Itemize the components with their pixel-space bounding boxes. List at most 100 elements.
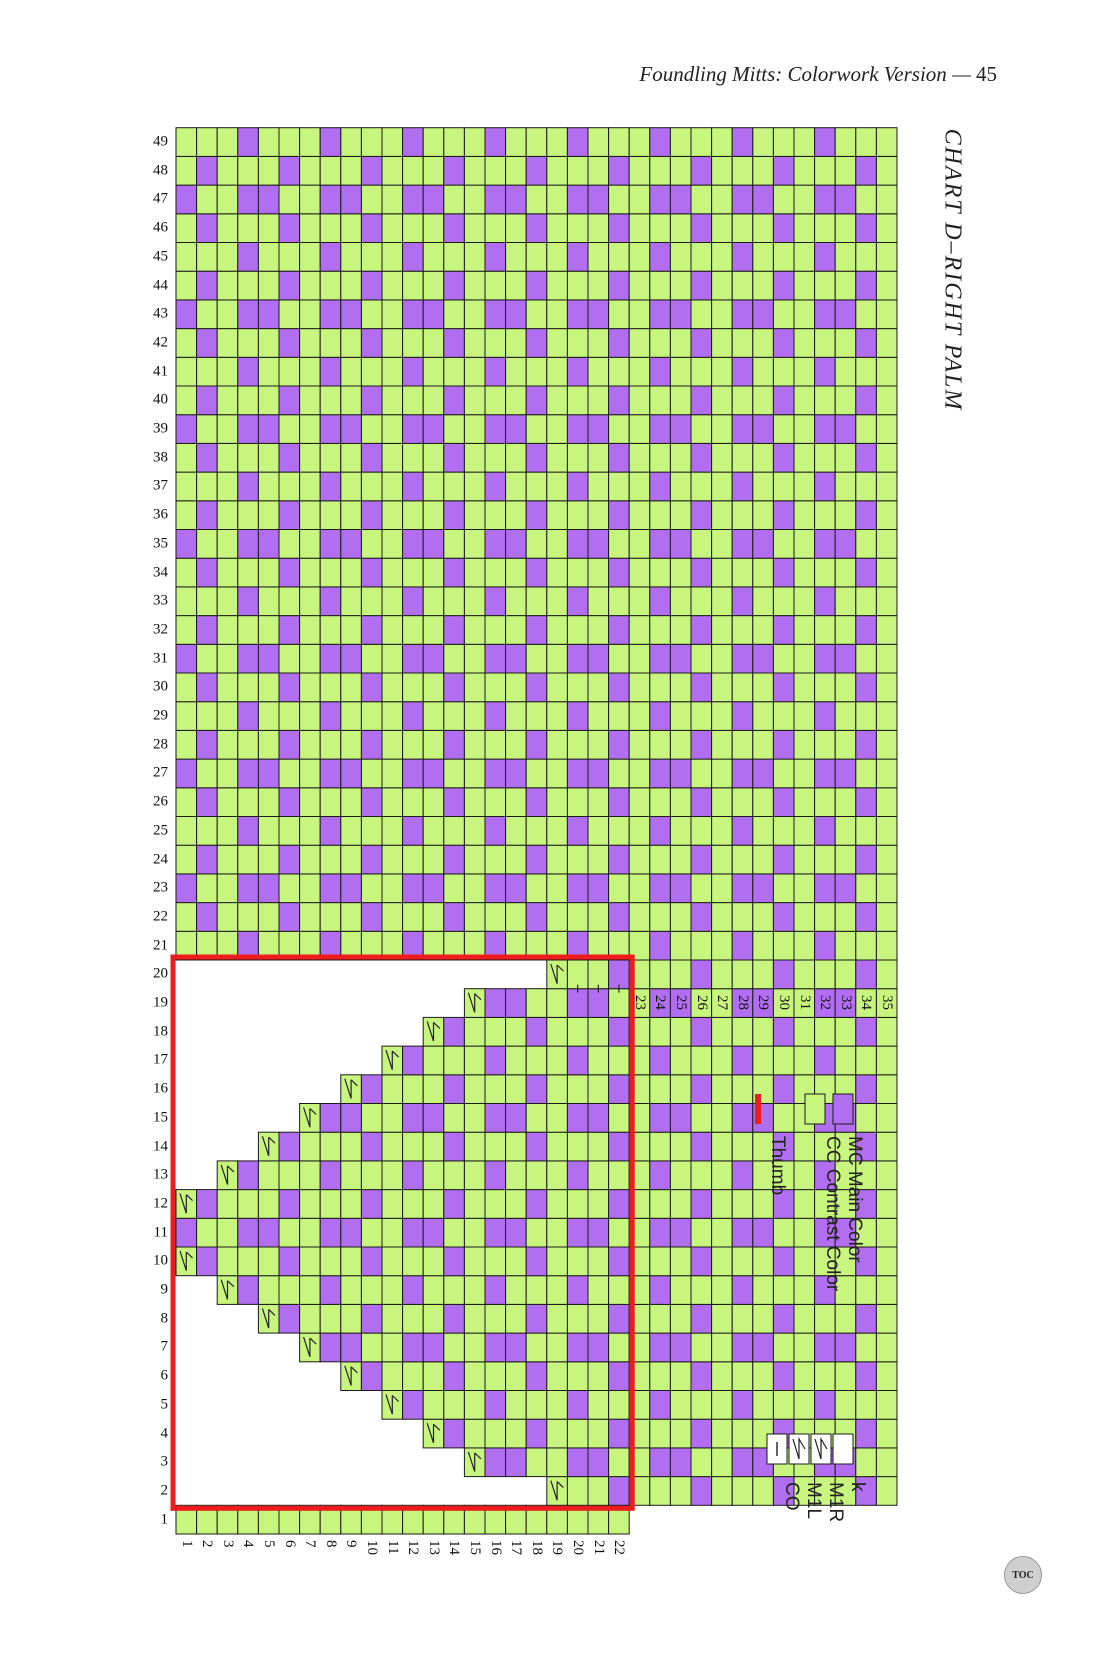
stitch-cell bbox=[319, 873, 342, 904]
stitch-cell bbox=[340, 586, 362, 617]
stitch-cell bbox=[566, 328, 589, 358]
stitch-cell bbox=[608, 1390, 630, 1420]
stitch-cell bbox=[484, 701, 507, 731]
stitch-cell bbox=[443, 1045, 465, 1076]
stitch-cell bbox=[340, 299, 362, 330]
stitch-cell bbox=[175, 557, 198, 588]
stitch-cell bbox=[649, 385, 671, 416]
stitch-cell bbox=[196, 299, 218, 330]
stitch-cell bbox=[299, 299, 321, 330]
stitch-cell bbox=[381, 127, 404, 157]
row-number: 31 bbox=[153, 650, 168, 667]
stitch-cell bbox=[237, 586, 259, 617]
stitch-cell bbox=[463, 586, 486, 617]
stitch-cell bbox=[731, 1217, 754, 1248]
stitch-cell bbox=[443, 1275, 465, 1305]
stitch-cell bbox=[608, 385, 630, 416]
stitch-cell bbox=[422, 557, 445, 588]
stitch-cell bbox=[505, 127, 527, 157]
stitch-cell bbox=[566, 1074, 589, 1105]
stitch-cell bbox=[669, 1217, 692, 1248]
stitch-cell bbox=[875, 816, 898, 846]
stitch-cell bbox=[463, 1160, 486, 1191]
stitch-cell bbox=[360, 787, 383, 817]
stitch-cell bbox=[731, 1246, 754, 1277]
stitch-cell bbox=[566, 1103, 589, 1133]
stitch-cell bbox=[731, 959, 754, 990]
stitch-cell bbox=[875, 1160, 898, 1191]
stitch-cell bbox=[525, 615, 548, 645]
toc-button[interactable]: TOC bbox=[1004, 1556, 1042, 1594]
stitch-cell bbox=[422, 242, 445, 272]
stitch-cell bbox=[711, 270, 733, 301]
stitch-cell bbox=[525, 586, 548, 617]
stitch-cell bbox=[299, 356, 321, 387]
stitch-cell bbox=[422, 155, 445, 186]
stitch-cell bbox=[875, 500, 898, 530]
increase-symbol bbox=[303, 1107, 317, 1128]
stitch-cell bbox=[175, 758, 198, 789]
stitch-cell bbox=[278, 672, 301, 703]
stitch-cell bbox=[772, 873, 795, 904]
stitch-cell bbox=[711, 586, 733, 617]
stitch-cell bbox=[340, 643, 362, 674]
stitch-cell bbox=[505, 615, 527, 645]
stitch-cell bbox=[669, 758, 692, 789]
legend-k-symbol bbox=[832, 1433, 854, 1465]
row-number: 19 bbox=[153, 994, 168, 1011]
stitch-cell bbox=[360, 643, 383, 674]
stitch-cell bbox=[505, 1418, 527, 1449]
stitch-cell bbox=[463, 155, 486, 186]
stitch-cell bbox=[875, 213, 898, 244]
stitch-cell bbox=[628, 529, 651, 559]
stitch-cell bbox=[649, 529, 671, 559]
stitch-cell bbox=[484, 213, 507, 244]
stitch-cell bbox=[566, 270, 589, 301]
stitch-cell bbox=[443, 213, 465, 244]
stitch-cell bbox=[566, 902, 589, 932]
stitch-cell bbox=[834, 758, 857, 789]
stitch-cell bbox=[608, 299, 630, 330]
stitch-cell bbox=[690, 328, 713, 358]
stitch-cell bbox=[422, 586, 445, 617]
stitch-cell bbox=[525, 242, 548, 272]
stitch-cell bbox=[319, 299, 342, 330]
stitch-cell bbox=[422, 1074, 445, 1105]
stitch-cell bbox=[875, 242, 898, 272]
stitch-cell bbox=[793, 385, 816, 416]
stitch-cell bbox=[772, 414, 795, 444]
stitch-cell bbox=[711, 701, 733, 731]
column-number: 9 bbox=[343, 1540, 360, 1548]
stitch-cell bbox=[196, 328, 218, 358]
stitch-cell bbox=[196, 758, 218, 789]
stitch-cell bbox=[608, 1189, 630, 1219]
stitch-cell bbox=[443, 1160, 465, 1191]
stitch-cell bbox=[628, 213, 651, 244]
stitch-cell bbox=[566, 299, 589, 330]
stitch-cell bbox=[443, 471, 465, 502]
stitch-cell bbox=[340, 356, 362, 387]
stitch-cell bbox=[340, 844, 362, 875]
stitch-cell bbox=[484, 1390, 507, 1420]
stitch-cell bbox=[731, 471, 754, 502]
stitch-cell bbox=[505, 873, 527, 904]
stitch-cell bbox=[319, 529, 342, 559]
stitch-cell bbox=[731, 615, 754, 645]
legend-co-label: CO bbox=[781, 1482, 802, 1511]
stitch-cell bbox=[793, 844, 816, 875]
stitch-cell bbox=[525, 1447, 548, 1478]
stitch-cell bbox=[587, 442, 610, 473]
stitch-cell bbox=[381, 787, 404, 817]
stitch-cell bbox=[175, 270, 198, 301]
stitch-cell bbox=[216, 385, 239, 416]
stitch-cell bbox=[443, 328, 465, 358]
stitch-cell bbox=[484, 328, 507, 358]
stitch-cell bbox=[587, 1447, 610, 1478]
stitch-cell bbox=[196, 414, 218, 444]
stitch-cell bbox=[546, 615, 568, 645]
column-number: 10 bbox=[364, 1540, 380, 1555]
stitch-cell bbox=[402, 385, 424, 416]
stitch-cell bbox=[505, 1361, 527, 1392]
stitch-cell bbox=[505, 1189, 527, 1219]
stitch-cell bbox=[360, 1103, 383, 1133]
